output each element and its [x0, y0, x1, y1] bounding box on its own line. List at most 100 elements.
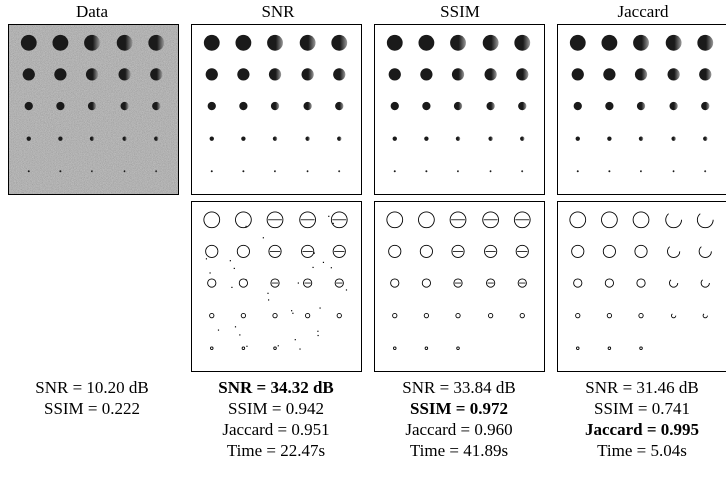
- edge-contour: [696, 211, 714, 229]
- phantom-spot: [155, 170, 158, 173]
- phantom-spot: [305, 136, 310, 141]
- phantom-spot: [237, 68, 250, 81]
- edge-contour: [421, 278, 431, 288]
- ssim-spots: [386, 34, 531, 173]
- stats-snr: SNR = 34.32 dB SSIM = 0.942 Jaccard = 0.…: [189, 377, 363, 461]
- phantom-spot: [388, 68, 401, 81]
- edge-contour: [571, 244, 585, 258]
- edge-speck: [209, 272, 211, 274]
- phantom-spot: [486, 101, 495, 111]
- phantom-spot: [697, 34, 714, 51]
- edge-contour: [638, 313, 644, 319]
- phantom-spot: [58, 136, 63, 141]
- phantom-spot: [120, 101, 129, 111]
- phantom-spot: [699, 68, 712, 81]
- edge-speck: [319, 307, 321, 309]
- edge-contour: [702, 313, 708, 319]
- edge-contour: [634, 244, 648, 258]
- phantom-spot: [205, 68, 218, 81]
- phantom-spot: [640, 170, 643, 173]
- phantom-spot: [607, 136, 612, 141]
- phantom-spot: [148, 34, 165, 51]
- stat-line: SSIM = 0.741: [593, 399, 691, 418]
- edge-contour: [601, 211, 618, 229]
- phantom-spot: [701, 101, 710, 111]
- edge-contour: [484, 244, 498, 258]
- phantom-spot: [518, 101, 527, 111]
- edge-contour: [636, 278, 646, 288]
- edge-contour: [301, 244, 315, 258]
- edge-speck: [234, 326, 237, 328]
- phantom-spot: [516, 68, 529, 81]
- jaccard-edges: [569, 211, 714, 350]
- edge-speck: [313, 252, 315, 254]
- column-title-ssim: SSIM: [440, 2, 480, 21]
- edge-contour: [482, 211, 499, 229]
- edge-contour: [330, 211, 348, 229]
- edge-speck: [217, 329, 220, 331]
- phantom-spot: [482, 34, 499, 51]
- edge-speck: [245, 279, 247, 281]
- edge-contour: [240, 313, 247, 319]
- phantom-spot: [521, 170, 524, 173]
- phantom-spot: [20, 34, 37, 51]
- edge-contour: [700, 278, 710, 288]
- stats-jaccard: SNR = 31.46 dB SSIM = 0.741 Jaccard = 0.…: [555, 377, 726, 461]
- phantom-spot: [424, 136, 429, 141]
- edge-contour: [390, 278, 400, 288]
- phantom-spot: [242, 170, 245, 173]
- edge-contour: [393, 346, 397, 350]
- edge-contour: [575, 313, 581, 319]
- phantom-spot: [704, 170, 707, 173]
- ssim-edges: [386, 211, 531, 350]
- ssim-edge-map: [374, 201, 545, 372]
- jaccard-reconstruction-image: [557, 24, 726, 195]
- stat-line: Jaccard = 0.960: [405, 420, 513, 439]
- phantom-spot: [306, 170, 309, 173]
- phantom-spot: [87, 101, 97, 111]
- stat-line: Jaccard = 0.995: [584, 420, 700, 439]
- snr-edges: [203, 211, 348, 350]
- edge-contour: [207, 278, 217, 288]
- edge-contour: [266, 211, 284, 229]
- stat-line: SSIM = 0.972: [409, 399, 508, 418]
- jaccard-spots: [569, 34, 714, 173]
- phantom-spot: [672, 170, 675, 173]
- edge-contour: [607, 346, 612, 350]
- phantom-spot: [267, 34, 283, 51]
- edge-contour: [272, 313, 278, 319]
- edge-contour: [210, 346, 214, 350]
- phantom-spot: [603, 68, 616, 81]
- edge-speck: [231, 286, 233, 288]
- edge-contour: [671, 313, 677, 319]
- phantom-spot: [52, 34, 69, 51]
- edge-contour: [332, 244, 346, 258]
- edge-contour: [303, 278, 313, 288]
- edge-contour: [639, 346, 643, 350]
- edge-speck: [299, 348, 301, 350]
- phantom-spot: [455, 136, 461, 141]
- phantom-spot: [669, 101, 678, 111]
- phantom-spot: [239, 101, 248, 111]
- phantom-spot: [420, 68, 433, 81]
- phantom-spot: [24, 101, 33, 111]
- phantom-spot: [118, 68, 131, 81]
- edge-speck: [262, 237, 264, 239]
- edge-contour: [698, 244, 712, 258]
- phantom-spot: [608, 170, 611, 173]
- phantom-spot: [272, 136, 278, 141]
- edge-contour: [209, 313, 215, 319]
- phantom-spot: [123, 170, 126, 173]
- edge-contour: [423, 313, 430, 319]
- edge-contour: [236, 244, 250, 258]
- stats-data: SNR = 10.20 dB SSIM = 0.222: [5, 377, 179, 419]
- edge-contour: [334, 278, 344, 288]
- phantom-spot: [633, 34, 649, 51]
- edge-contour: [576, 346, 580, 350]
- phantom-spot: [338, 170, 341, 173]
- edge-contour: [419, 244, 433, 258]
- phantom-spot: [638, 136, 644, 141]
- phantom-spot: [150, 68, 163, 81]
- edge-contour: [386, 211, 404, 229]
- edge-contour: [519, 313, 525, 319]
